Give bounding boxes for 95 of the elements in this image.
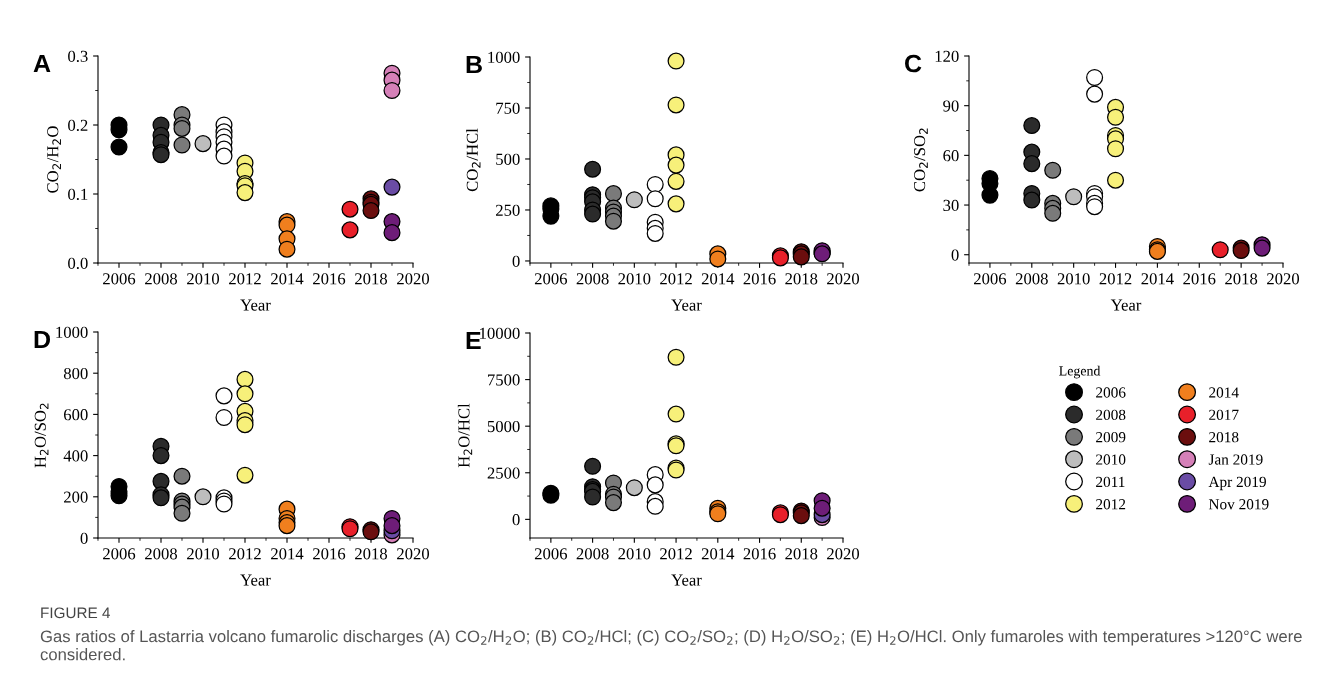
x-tick-label: 2020 [827,273,860,285]
y-axis-title: H$_{2}$O/HCl [457,403,473,468]
y-axis-title: H$_{2}$O/SO$_{2}$ [34,403,49,468]
x-axis-title: Year [671,574,702,586]
text: Gas ratios of Lastarria volcano fumarolic discharges (A) CO$_{2}$/H$_{2}$O; (B) CO$_{2}$/HCl; (C) CO$_{2}$/SO$_{2}$; (D) H$_{2}$O/SO$_{2}$; (E) H$_{2}$O/HCl. Only fumaroles with temperatures >120°C were considered. [40,630,1302,661]
y-tick-label: 0 [512,514,520,526]
x-tick-label: 2018 [355,273,388,285]
y-tick-label: 2500 [487,467,520,479]
y-tick-label: 30 [943,199,959,211]
x-axis-title: Year [671,299,702,311]
y-tick-label: 0 [512,255,520,267]
legend-label: 2017 [1209,409,1239,420]
y-tick-label: 7500 [488,374,520,386]
y-tick-label: 0.1 [68,188,88,201]
chart-title: C [905,54,922,73]
x-tick-label: 2008 [145,548,178,560]
x-tick-label: 2020 [1267,273,1300,285]
y-tick-label: 0.0 [68,257,88,270]
y-tick-label: 0.2 [68,119,88,132]
x-tick-label: 2012 [660,548,692,560]
chart-title: D [34,330,50,349]
y-tick-label: 0 [951,249,959,261]
y-tick-label: 60 [943,150,959,162]
y-axis-title: CO$_{2}$/SO$_{2}$ [914,128,928,192]
x-tick-label: 2018 [355,548,388,560]
y-tick-label: 800 [63,367,88,380]
x-tick-label: 2012 [229,548,261,560]
y-tick-label: 600 [63,409,88,421]
legend-title: Legend [1059,365,1101,379]
y-tick-label: 0.3 [68,50,88,63]
legend-label: 2008 [1096,409,1126,420]
chart-title: A [33,54,51,73]
x-tick-label: 2010 [618,548,651,560]
x-tick-label: 2006 [103,548,136,560]
x-tick-label: 2010 [187,548,220,560]
y-tick-label: 500 [496,153,520,165]
y-axis-title: CO$_{2}$/HCl [466,128,481,192]
x-tick-label: 2020 [827,548,860,560]
x-tick-label: 2006 [103,273,136,285]
legend-label: 2018 [1209,432,1239,443]
legend-label: 2011 [1096,476,1125,488]
legend-label: Apr 2019 [1208,476,1266,491]
y-tick-label: 90 [943,100,959,112]
x-tick-label: 2008 [145,273,178,285]
legend-label: Jan 2019 [1208,454,1263,465]
x-tick-label: 2012 [229,273,261,285]
x-tick-label: 2016 [743,548,776,560]
legend-label: 2012 [1096,499,1126,510]
legend-label: Nov 2019 [1208,499,1269,510]
x-axis-title: Year [1110,299,1142,311]
legend-label: 2009 [1096,432,1126,443]
x-tick-label: 2014 [271,273,304,285]
x-tick-label: 2018 [785,548,818,560]
y-tick-label: 0 [80,532,88,544]
caption: FIGURE 4 [41,607,111,619]
y-axis-title: CO$_{2}$/H$_{2}$O [47,126,61,193]
y-tick-label: 10000 [480,327,520,339]
y-tick-label: 120 [935,50,959,62]
y-tick-label: 250 [496,204,520,216]
y-tick-label: 200 [64,491,88,503]
legend-label: 2006 [1096,387,1126,398]
x-tick-label: 2016 [313,548,346,560]
x-tick-label: 2014 [701,548,735,560]
chart-title: B [466,55,482,74]
x-tick-label: 2012 [1099,273,1132,285]
x-tick-label: 2010 [618,273,651,285]
x-tick-label: 2016 [743,273,776,285]
x-tick-label: 2020 [397,273,430,285]
y-tick-label: 750 [496,102,520,114]
x-tick-label: 2006 [534,548,568,560]
y-tick-label: 400 [63,450,88,462]
legend-label: 2010 [1096,454,1126,465]
x-tick-label: 2008 [576,273,609,285]
x-tick-label: 2012 [660,273,692,285]
legend-label: 2014 [1209,387,1239,398]
x-tick-label: 2014 [1141,273,1174,285]
x-tick-label: 2006 [534,273,568,285]
x-axis-title: Year [240,299,271,311]
x-tick-label: 2020 [397,548,430,560]
chart-title: E [466,331,481,350]
x-tick-label: 2014 [701,273,735,285]
x-tick-label: 2008 [576,548,609,560]
x-tick-label: 2010 [187,273,220,285]
x-tick-label: 2006 [974,273,1007,285]
x-tick-label: 2010 [1057,273,1090,285]
y-tick-label: 1000 [56,326,88,338]
x-tick-label: 2014 [271,548,304,560]
x-axis-title: Year [240,574,271,586]
x-tick-label: 2008 [1015,273,1048,285]
x-tick-label: 2018 [1225,273,1258,285]
x-tick-label: 2016 [1183,273,1216,285]
x-tick-label: 2018 [785,273,818,285]
y-tick-label: 1000 [488,51,520,63]
y-tick-label: 5000 [487,420,520,433]
x-tick-label: 2016 [313,273,346,285]
